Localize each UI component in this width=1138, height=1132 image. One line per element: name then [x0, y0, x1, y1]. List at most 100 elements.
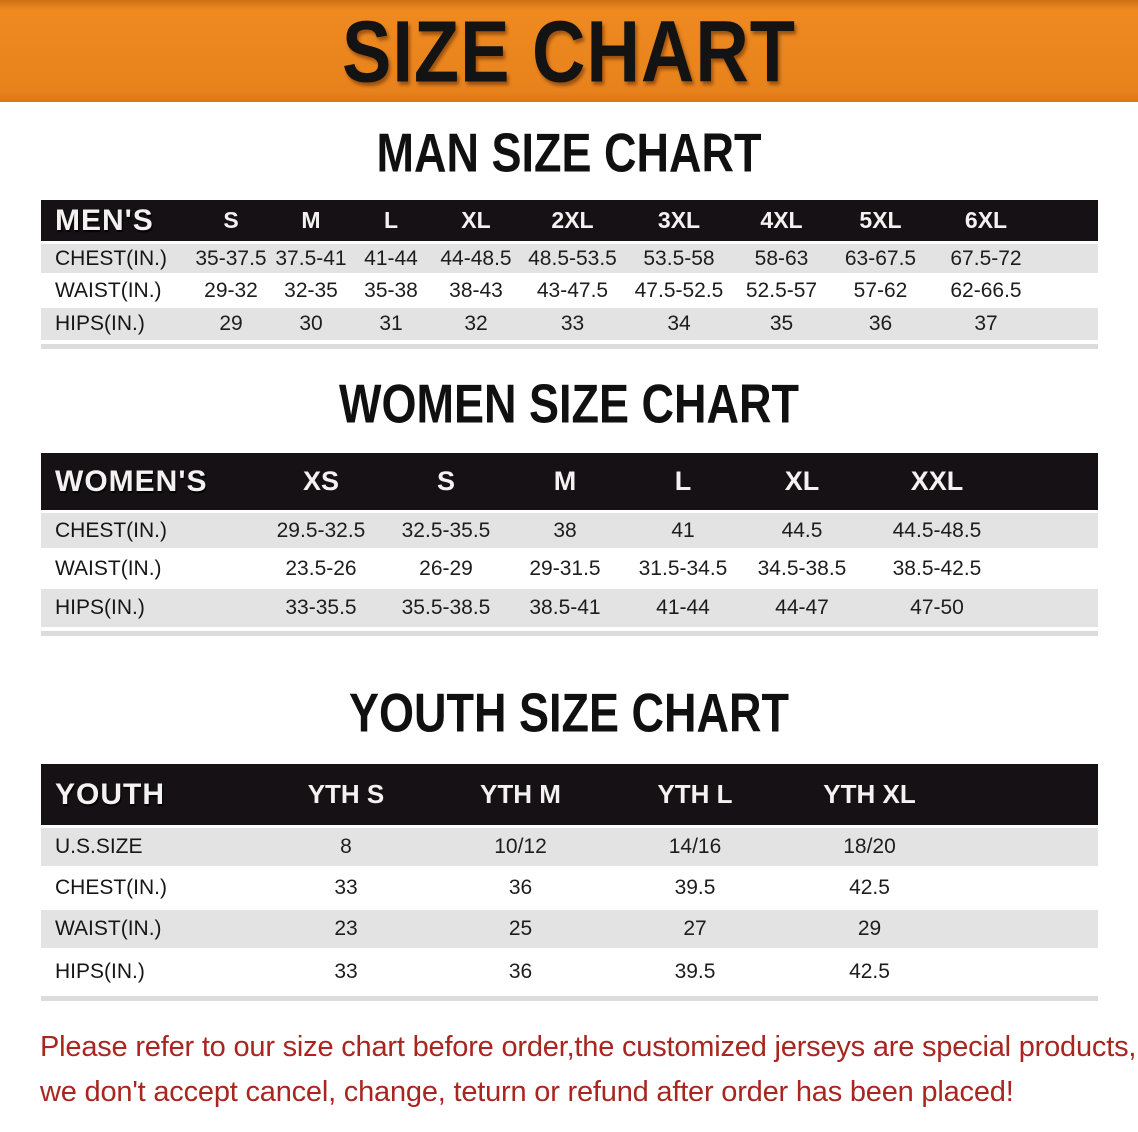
cell-value: 29	[191, 308, 271, 340]
womens-size-col: XS	[256, 453, 386, 513]
youth-hips-label: HIPS(IN.)	[41, 951, 259, 992]
cell-value: 39.5	[608, 951, 782, 992]
table-row: WAIST(IN.) 29-32 32-35 35-38 38-43 43-47…	[41, 276, 1098, 308]
row-spacer	[1040, 276, 1098, 308]
womens-hips-label: HIPS(IN.)	[41, 589, 256, 627]
cell-value: 41-44	[624, 589, 742, 627]
cell-value: 29.5-32.5	[256, 513, 386, 551]
table-row: HIPS(IN.) 33 36 39.5 42.5	[41, 951, 1098, 992]
man-size-chart-heading-text: MAN SIZE CHART	[376, 121, 762, 184]
cell-value: 31.5-34.5	[624, 551, 742, 589]
cell-value: 43-47.5	[521, 276, 624, 308]
header-spacer	[1012, 453, 1098, 513]
table-bottom-shadow	[41, 996, 1098, 1001]
cell-value: 33-35.5	[256, 589, 386, 627]
cell-value: 32	[431, 308, 521, 340]
youth-group-label: YOUTH	[41, 764, 259, 828]
youth-size-chart-heading: YOUTH SIZE CHART	[0, 682, 1138, 743]
cell-value: 33	[521, 308, 624, 340]
size-chart-banner: SIZE CHART	[0, 0, 1138, 102]
cell-value: 67.5-72	[932, 244, 1040, 276]
cell-value: 10/12	[433, 828, 608, 869]
youth-size-chart-heading-text: YOUTH SIZE CHART	[348, 681, 789, 744]
womens-size-table-wrap: WOMEN'S XS S M L XL XXL CHEST(IN.) 29.5-…	[41, 453, 1098, 636]
cell-value: 8	[259, 828, 433, 869]
youth-size-col: YTH L	[608, 764, 782, 828]
cell-value: 52.5-57	[734, 276, 829, 308]
table-row: HIPS(IN.) 29 30 31 32 33 34 35 36 37	[41, 308, 1098, 340]
mens-size-col: 5XL	[829, 200, 932, 244]
mens-size-col: 6XL	[932, 200, 1040, 244]
cell-value: 36	[433, 869, 608, 910]
row-spacer	[1012, 589, 1098, 627]
womens-size-col: XL	[742, 453, 862, 513]
row-spacer	[1012, 513, 1098, 551]
table-row: WAIST(IN.) 23 25 27 29	[41, 910, 1098, 951]
mens-waist-label: WAIST(IN.)	[41, 276, 191, 308]
table-row: U.S.SIZE 8 10/12 14/16 18/20	[41, 828, 1098, 869]
mens-group-label: MEN'S	[41, 200, 191, 244]
womens-size-col: L	[624, 453, 742, 513]
cell-value: 32.5-35.5	[386, 513, 506, 551]
cell-value: 35-37.5	[191, 244, 271, 276]
table-bottom-shadow	[41, 344, 1098, 349]
cell-value: 29-31.5	[506, 551, 624, 589]
cell-value: 53.5-58	[624, 244, 734, 276]
cell-value: 34	[624, 308, 734, 340]
youth-size-col: YTH M	[433, 764, 608, 828]
cell-value: 37	[932, 308, 1040, 340]
cell-value: 42.5	[782, 869, 957, 910]
youth-chest-label: CHEST(IN.)	[41, 869, 259, 910]
mens-size-col: M	[271, 200, 351, 244]
mens-size-col: XL	[431, 200, 521, 244]
cell-value: 38.5-41	[506, 589, 624, 627]
women-size-chart-heading-text: WOMEN SIZE CHART	[339, 372, 799, 435]
cell-value: 38-43	[431, 276, 521, 308]
cell-value: 44.5	[742, 513, 862, 551]
cell-value: 36	[829, 308, 932, 340]
cell-value: 36	[433, 951, 608, 992]
mens-hips-label: HIPS(IN.)	[41, 308, 191, 340]
womens-size-col: XXL	[862, 453, 1012, 513]
youth-size-table: YOUTH YTH S YTH M YTH L YTH XL U.S.SIZE …	[41, 764, 1098, 992]
header-spacer	[957, 764, 1098, 828]
youth-size-table-wrap: YOUTH YTH S YTH M YTH L YTH XL U.S.SIZE …	[41, 764, 1098, 1001]
cell-value: 23	[259, 910, 433, 951]
cell-value: 62-66.5	[932, 276, 1040, 308]
cell-value: 29	[782, 910, 957, 951]
womens-waist-label: WAIST(IN.)	[41, 551, 256, 589]
cell-value: 18/20	[782, 828, 957, 869]
cell-value: 14/16	[608, 828, 782, 869]
mens-chest-label: CHEST(IN.)	[41, 244, 191, 276]
youth-ussize-label: U.S.SIZE	[41, 828, 259, 869]
mens-size-table: MEN'S S M L XL 2XL 3XL 4XL 5XL 6XL CHEST…	[41, 200, 1098, 340]
womens-size-table: WOMEN'S XS S M L XL XXL CHEST(IN.) 29.5-…	[41, 453, 1098, 627]
cell-value: 47-50	[862, 589, 1012, 627]
cell-value: 33	[259, 951, 433, 992]
disclaimer: Please refer to our size chart before or…	[40, 1025, 1138, 1115]
row-spacer	[1040, 308, 1098, 340]
womens-chest-label: CHEST(IN.)	[41, 513, 256, 551]
mens-size-col: 2XL	[521, 200, 624, 244]
mens-header-row: MEN'S S M L XL 2XL 3XL 4XL 5XL 6XL	[41, 200, 1098, 244]
mens-size-col: S	[191, 200, 271, 244]
mens-size-col: 3XL	[624, 200, 734, 244]
cell-value: 57-62	[829, 276, 932, 308]
cell-value: 58-63	[734, 244, 829, 276]
cell-value: 30	[271, 308, 351, 340]
table-row: CHEST(IN.) 29.5-32.5 32.5-35.5 38 41 44.…	[41, 513, 1098, 551]
header-spacer	[1040, 200, 1098, 244]
cell-value: 42.5	[782, 951, 957, 992]
cell-value: 48.5-53.5	[521, 244, 624, 276]
cell-value: 38	[506, 513, 624, 551]
cell-value: 35-38	[351, 276, 431, 308]
cell-value: 37.5-41	[271, 244, 351, 276]
cell-value: 47.5-52.5	[624, 276, 734, 308]
youth-header-row: YOUTH YTH S YTH M YTH L YTH XL	[41, 764, 1098, 828]
cell-value: 34.5-38.5	[742, 551, 862, 589]
row-spacer	[957, 951, 1098, 992]
row-spacer	[1040, 244, 1098, 276]
cell-value: 29-32	[191, 276, 271, 308]
cell-value: 26-29	[386, 551, 506, 589]
cell-value: 32-35	[271, 276, 351, 308]
